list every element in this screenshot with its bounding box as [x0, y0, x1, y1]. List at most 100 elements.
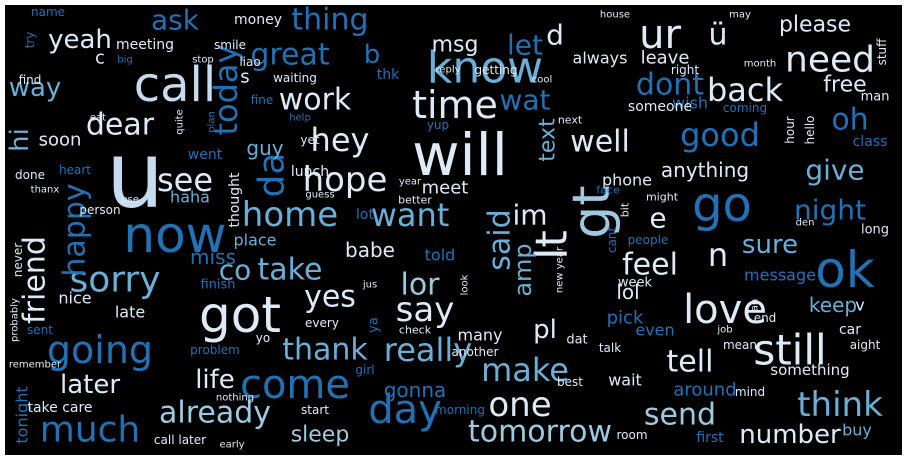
word: day: [368, 387, 442, 433]
word: finish: [200, 278, 235, 293]
word: love: [683, 287, 767, 333]
word: oh: [831, 103, 868, 138]
word: will: [412, 121, 508, 189]
word: meeting: [116, 37, 174, 53]
word: aight: [850, 338, 881, 352]
word: im: [512, 199, 547, 232]
word: da: [252, 153, 293, 198]
word: hi: [5, 128, 35, 152]
word: dear: [86, 108, 155, 143]
word: car: [839, 322, 861, 338]
word: dont: [636, 68, 704, 103]
word: msg: [432, 33, 479, 58]
word: yet: [300, 133, 319, 147]
word: lot: [356, 207, 374, 223]
word: may: [729, 10, 751, 21]
word: week: [618, 276, 653, 291]
word: ok: [815, 241, 875, 299]
word: morning: [435, 403, 485, 417]
word: mind: [735, 385, 765, 399]
word: tonight: [13, 386, 32, 443]
word: home: [242, 195, 338, 235]
word: ask: [151, 4, 200, 37]
word: hello: [803, 116, 817, 145]
word: co: [219, 254, 252, 287]
word: another: [452, 345, 499, 359]
word: ya: [367, 317, 382, 333]
word: around: [673, 380, 736, 401]
word: lor: [400, 268, 440, 303]
word: new year: [555, 246, 566, 293]
word: sorry: [69, 260, 160, 301]
word: money: [234, 12, 282, 28]
word: think: [797, 385, 883, 425]
word: send: [644, 398, 716, 433]
word: number: [739, 420, 841, 450]
word: start: [301, 403, 329, 417]
word: remember: [9, 360, 62, 371]
word: thanx: [31, 185, 60, 196]
word: quite: [175, 109, 186, 135]
word: take care: [27, 400, 92, 416]
word: check: [399, 324, 432, 337]
word: good: [680, 116, 760, 154]
word: need: [785, 40, 875, 81]
word: lol: [616, 280, 639, 304]
word: going: [47, 328, 153, 372]
word: said: [483, 209, 518, 270]
word: thing: [291, 3, 368, 38]
word: class: [853, 134, 888, 150]
word: dat: [566, 333, 587, 348]
word: let: [507, 29, 543, 62]
word: got: [199, 286, 281, 344]
word: take: [258, 253, 323, 288]
word: text: [536, 118, 561, 162]
word: already: [159, 396, 271, 431]
word: lunch: [291, 164, 329, 180]
word: s: [240, 67, 249, 88]
word: pick: [607, 308, 644, 329]
word: keep: [809, 293, 857, 317]
word: please: [779, 13, 851, 38]
word: never: [11, 243, 25, 277]
word: phone: [602, 171, 652, 190]
word: heart: [59, 163, 91, 177]
word: told: [425, 246, 456, 265]
word: room: [616, 428, 647, 442]
word: better: [398, 194, 432, 207]
word: b: [364, 40, 381, 70]
word: jus: [362, 280, 377, 291]
word: plan: [207, 111, 218, 133]
word: well: [570, 125, 630, 160]
word: see: [157, 161, 213, 199]
word: one: [488, 385, 551, 425]
word: call: [134, 57, 216, 113]
word: ü: [708, 18, 727, 53]
word: work: [279, 83, 352, 118]
word: lt: [527, 230, 578, 259]
word: nothing: [216, 393, 254, 404]
word: something: [770, 361, 849, 379]
word: today: [207, 45, 245, 136]
word: waiting: [273, 71, 317, 85]
word: next: [558, 114, 583, 127]
word: d: [546, 19, 564, 52]
word: even: [635, 321, 674, 340]
word: miss: [190, 245, 236, 269]
word: hope: [303, 160, 388, 200]
word: great: [250, 38, 330, 73]
word: name: [31, 5, 65, 19]
word: late: [115, 303, 145, 322]
word: pl: [533, 315, 557, 345]
word: n: [708, 236, 728, 274]
word: nice: [58, 289, 91, 308]
word: meet: [422, 178, 469, 199]
word: bit: [619, 202, 632, 217]
background: [5, 5, 902, 455]
word: big: [117, 55, 132, 66]
word: message: [744, 266, 816, 285]
word: done: [15, 168, 45, 182]
word: c: [95, 48, 105, 69]
word: know: [427, 43, 543, 94]
word: wat: [499, 84, 550, 117]
